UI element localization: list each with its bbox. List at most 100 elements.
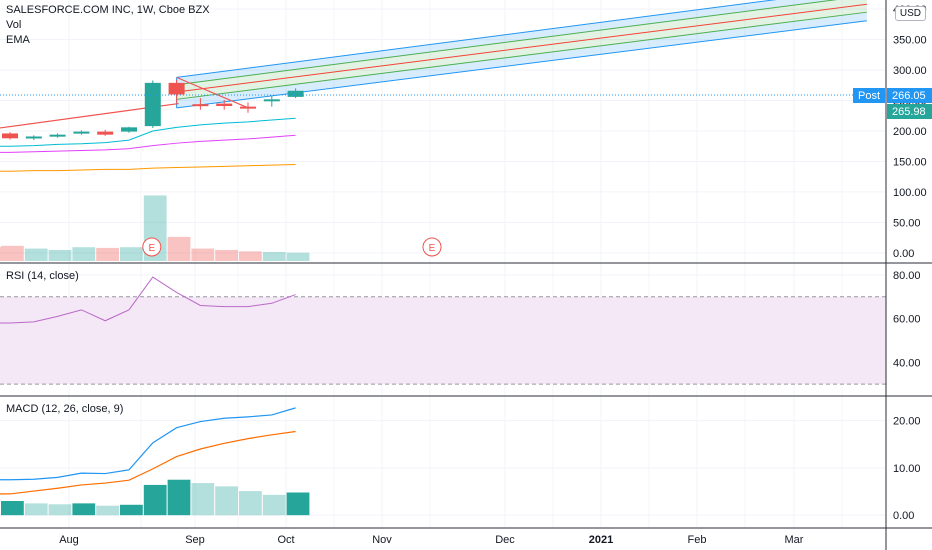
macd-hist-bar bbox=[286, 492, 310, 516]
symbol-title[interactable]: SALESFORCE.COM INC, 1W, Cboe BZX bbox=[6, 4, 210, 16]
y-tick-label: 80.00 bbox=[893, 270, 921, 282]
y-tick-label: 100.00 bbox=[893, 187, 927, 199]
candle-body bbox=[49, 134, 66, 137]
y-tick-label: 60.00 bbox=[893, 314, 921, 326]
volume-bar bbox=[167, 236, 191, 261]
rsi-band-fill bbox=[0, 296, 886, 385]
y-tick-label: 40.00 bbox=[893, 357, 921, 369]
y-tick-label: 20.00 bbox=[893, 416, 921, 428]
candle-body bbox=[121, 127, 137, 132]
x-tick-label: Dec bbox=[495, 534, 515, 546]
macd-hist-bar bbox=[191, 483, 215, 516]
post-label-badge bbox=[853, 88, 885, 103]
candle-body bbox=[216, 103, 233, 107]
macd-hist-bar bbox=[239, 491, 262, 516]
currency-button[interactable]: USD bbox=[894, 6, 926, 21]
last-value-badge bbox=[887, 104, 932, 119]
ema-slow-line bbox=[0, 164, 296, 172]
candle-body bbox=[168, 82, 185, 95]
macd-legend[interactable]: MACD (12, 26, close, 9) bbox=[6, 402, 123, 417]
x-tick-label: Oct bbox=[277, 534, 294, 546]
macd-hist-bar bbox=[96, 505, 119, 516]
candle-body bbox=[263, 99, 280, 102]
volume-bar bbox=[239, 251, 262, 261]
macd-hist-bar bbox=[143, 484, 167, 516]
channel-line-mid bbox=[176, 3, 867, 93]
x-tick-label: 2021 bbox=[589, 534, 613, 546]
volume-bar bbox=[262, 252, 286, 261]
x-tick-label: Sep bbox=[185, 534, 205, 546]
regression-channel bbox=[0, 0, 867, 129]
macd-hist-bar bbox=[1, 501, 24, 516]
x-tick-label: Nov bbox=[372, 534, 392, 546]
channel-line-upper_inner bbox=[176, 0, 838, 86]
macd-hist-bar bbox=[167, 479, 191, 516]
volume-bar bbox=[191, 248, 215, 261]
macd-hist-bar bbox=[262, 494, 286, 516]
macd-pane bbox=[0, 407, 310, 516]
candle-body bbox=[97, 131, 114, 135]
candle-body bbox=[287, 90, 304, 97]
macd-label: MACD (12, 26, close, 9) bbox=[6, 403, 124, 415]
rsi-line bbox=[0, 276, 296, 324]
candle-body bbox=[73, 131, 90, 134]
candle-body bbox=[144, 82, 161, 127]
macd-hist-bar bbox=[215, 486, 238, 516]
channel-lower-band bbox=[176, 12, 867, 108]
candle-body bbox=[192, 104, 209, 107]
signal-line bbox=[0, 430, 296, 495]
x-tick-label: Mar bbox=[785, 534, 804, 546]
time-axis[interactable]: Aug Sep Oct Nov Dec 2021 Feb Mar bbox=[59, 534, 804, 546]
macd-hist-bar bbox=[72, 503, 96, 516]
volume-bar bbox=[96, 247, 119, 261]
channel-inner-band bbox=[176, 0, 867, 100]
post-value-badge bbox=[887, 88, 932, 103]
y-tick-label: 200.00 bbox=[893, 126, 927, 138]
last-value-text: 265.98 bbox=[892, 106, 926, 118]
rsi-band bbox=[0, 296, 886, 385]
ema-mid-line bbox=[0, 134, 296, 153]
volume-bar bbox=[1, 245, 24, 261]
y-tick-label: 0.00 bbox=[893, 248, 914, 260]
earnings-marker-circle bbox=[142, 237, 162, 257]
y-tick-label: 50.00 bbox=[893, 217, 921, 229]
channel-line-upper_outer bbox=[176, 0, 777, 78]
earnings-marker-label: E bbox=[148, 243, 155, 254]
candle-body bbox=[240, 106, 256, 109]
volume-bar bbox=[72, 247, 96, 261]
y-tick-label: 0.00 bbox=[893, 510, 914, 522]
macd-line bbox=[0, 407, 296, 481]
y-tick-label: 300.00 bbox=[893, 65, 927, 77]
volume-bar bbox=[24, 248, 48, 261]
rsi-pane bbox=[0, 276, 296, 324]
vol-label[interactable]: Vol bbox=[6, 19, 22, 31]
macd-hist-bar bbox=[120, 504, 143, 516]
earnings-marker-circle bbox=[422, 237, 442, 257]
volume-bar bbox=[286, 252, 310, 261]
y-tick-label: 10.00 bbox=[893, 463, 921, 475]
macd-hist-bar bbox=[48, 504, 72, 516]
y-tick-label: 350.00 bbox=[893, 35, 927, 47]
volume-bar bbox=[48, 249, 72, 261]
macd-hist-bar bbox=[24, 503, 48, 516]
volume-bar bbox=[0, 247, 1, 261]
price-badges: Post 266.05 265.98 bbox=[0, 88, 932, 119]
post-label-text: Post bbox=[858, 90, 880, 102]
volume-bar bbox=[215, 249, 238, 261]
candlesticks bbox=[2, 79, 304, 141]
ema-lines bbox=[0, 117, 296, 172]
ema-label[interactable]: EMA bbox=[6, 34, 30, 46]
ema-fast-line bbox=[0, 117, 296, 147]
post-value-text: 266.05 bbox=[892, 90, 926, 102]
rsi-label: RSI (14, close) bbox=[6, 270, 79, 282]
x-tick-label: Feb bbox=[688, 534, 707, 546]
earnings-marker-label: E bbox=[429, 243, 436, 254]
candle-body bbox=[25, 136, 42, 139]
x-tick-label: Aug bbox=[59, 534, 79, 546]
volume-bar bbox=[120, 247, 143, 261]
rsi-legend[interactable]: RSI (14, close) bbox=[6, 269, 79, 284]
y-tick-label: 150.00 bbox=[893, 156, 927, 168]
